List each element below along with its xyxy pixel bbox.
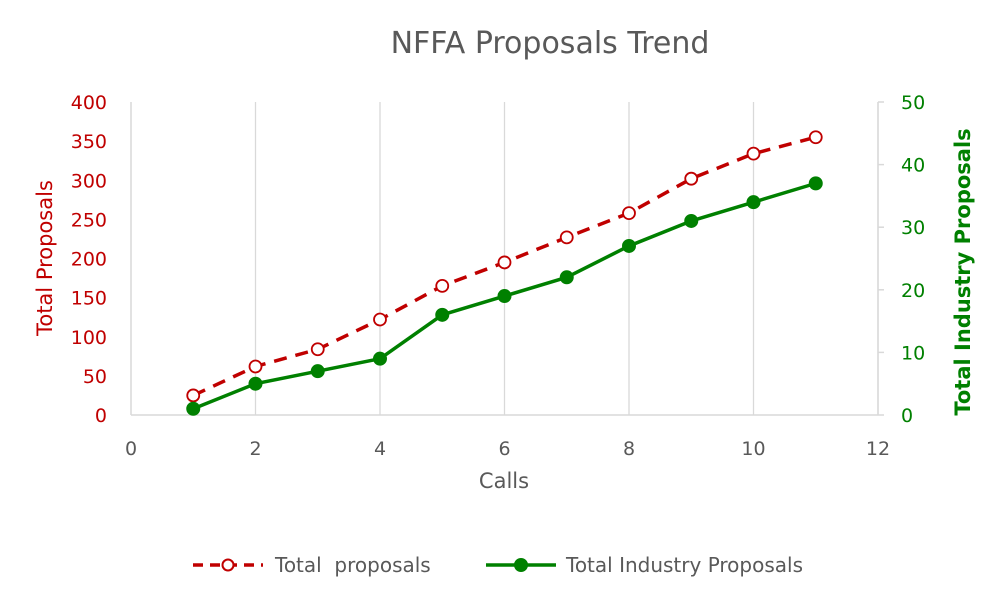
- data-point: [746, 146, 761, 161]
- y-tick-label: 150: [71, 288, 107, 310]
- data-point: [373, 351, 387, 366]
- y-tick-label: 350: [71, 131, 107, 153]
- data-point: [746, 195, 761, 210]
- series-layer: [186, 130, 823, 416]
- data-point: [310, 342, 325, 357]
- y-axis-title-right: Total Industry Proposals: [951, 128, 975, 415]
- data-point: [497, 289, 512, 304]
- y2-tick-label: 50: [901, 92, 925, 114]
- y2-tick-label: 40: [901, 155, 925, 177]
- data-point: [622, 238, 636, 253]
- data-point: [559, 230, 574, 245]
- axes: [130, 101, 884, 416]
- legend-marker-total-industry-proposals: [514, 558, 528, 572]
- gridlines: [254, 102, 879, 415]
- x-tick-label: 0: [125, 438, 137, 460]
- data-point: [559, 270, 574, 285]
- x-tick-label: 4: [374, 438, 386, 460]
- y-tick-label: 0: [95, 405, 107, 427]
- y-tick-label: 250: [71, 209, 107, 231]
- y2-tick-label: 0: [901, 405, 913, 427]
- y2-tick-label: 10: [901, 342, 925, 364]
- y-tick-label: 200: [71, 249, 107, 271]
- legend: Total proposals Total Industry Proposals: [193, 553, 803, 577]
- data-point: [310, 364, 325, 379]
- y-tick-label: 400: [71, 92, 107, 114]
- data-point: [497, 255, 512, 270]
- x-tick-label: 12: [866, 438, 890, 460]
- x-tick-label: 2: [249, 438, 261, 460]
- y-tick-label: 300: [71, 170, 107, 192]
- legend-item-total-industry-proposals: Total Industry Proposals: [486, 553, 803, 577]
- y-tick-label: 50: [83, 366, 107, 388]
- x-tick-label: 6: [498, 438, 510, 460]
- tick-labels: 0 2 4 6 8 10 12 0 50 100 150 200 250 300 350 400 0 10 20 30…: [71, 92, 925, 460]
- data-point: [684, 171, 699, 186]
- data-point: [808, 130, 823, 145]
- legend-label-total-proposals: Total proposals: [274, 553, 431, 577]
- data-point: [435, 278, 450, 293]
- series-total-industry-proposals: [186, 176, 823, 416]
- data-point: [622, 206, 636, 221]
- legend-marker-total-proposals: [221, 558, 235, 572]
- data-point: [684, 213, 699, 228]
- y2-tick-label: 30: [901, 217, 925, 239]
- data-point: [808, 176, 823, 191]
- data-point: [186, 388, 201, 403]
- x-tick-label: 8: [623, 438, 635, 460]
- series-total-proposals: [186, 130, 823, 403]
- x-axis-title: Calls: [479, 469, 529, 493]
- data-point: [248, 359, 263, 374]
- chart-title: NFFA Proposals Trend: [391, 26, 710, 61]
- x-tick-label: 10: [741, 438, 765, 460]
- y2-tick-label: 20: [901, 280, 925, 302]
- y-axis-title-left: Total Proposals: [33, 180, 57, 337]
- y-tick-label: 100: [71, 327, 107, 349]
- legend-item-total-proposals: Total proposals: [193, 553, 431, 577]
- data-point: [186, 401, 201, 416]
- data-point: [435, 307, 450, 322]
- data-point: [373, 312, 387, 327]
- data-point: [248, 376, 263, 391]
- legend-label-total-industry-proposals: Total Industry Proposals: [565, 553, 803, 577]
